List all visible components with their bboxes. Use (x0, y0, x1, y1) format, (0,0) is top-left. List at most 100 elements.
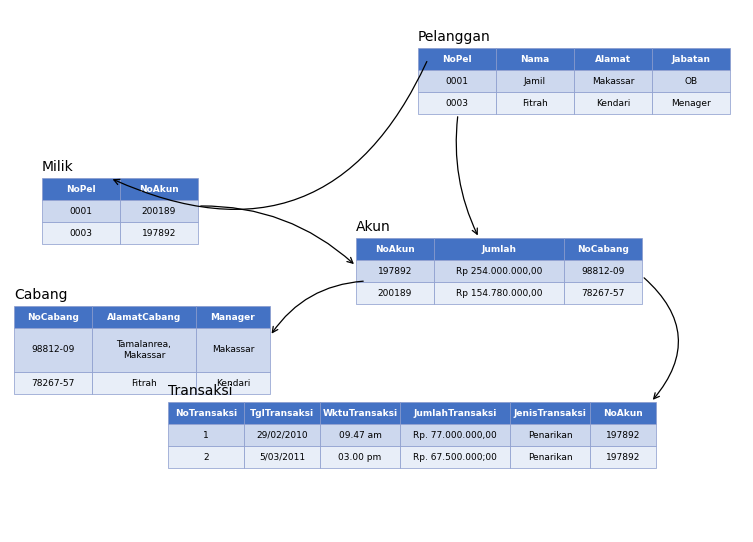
Text: NoAkun: NoAkun (375, 244, 415, 254)
Text: WktuTransaksi: WktuTransaksi (322, 409, 398, 417)
Text: 0003: 0003 (446, 99, 468, 107)
Bar (320, 446, 400, 468)
Bar (400, 402, 510, 424)
Text: Menager: Menager (671, 99, 711, 107)
Text: Milik: Milik (42, 160, 74, 174)
Bar (356, 260, 434, 282)
Bar (42, 178, 120, 200)
Bar (168, 446, 244, 468)
Text: 5/03/2011: 5/03/2011 (259, 453, 305, 461)
Text: 03.00 pm: 03.00 pm (338, 453, 382, 461)
Text: 98812-09: 98812-09 (32, 345, 75, 354)
Bar (92, 372, 196, 394)
Text: Cabang: Cabang (14, 288, 68, 302)
Bar (196, 372, 270, 394)
Text: Makassar: Makassar (212, 345, 255, 354)
Bar (42, 200, 120, 222)
Text: NoTransaksi: NoTransaksi (175, 409, 237, 417)
Text: 0001: 0001 (446, 76, 468, 86)
Text: 09.47 am: 09.47 am (339, 430, 382, 440)
Bar (14, 372, 92, 394)
Text: 197892: 197892 (142, 229, 176, 237)
Bar (400, 424, 510, 446)
Text: Rp 154.780.000,00: Rp 154.780.000,00 (456, 288, 542, 298)
Text: Penarikan: Penarikan (528, 453, 572, 461)
Text: Jumlah: Jumlah (481, 244, 517, 254)
Bar (574, 70, 652, 92)
Text: Kendari: Kendari (596, 99, 630, 107)
Bar (510, 446, 590, 468)
Bar (564, 260, 642, 282)
Text: Transaksi: Transaksi (168, 384, 233, 398)
Bar (574, 92, 652, 114)
Text: JumlahTransaksi: JumlahTransaksi (413, 409, 497, 417)
Bar (168, 402, 244, 424)
Text: 0003: 0003 (69, 229, 93, 237)
Bar (590, 424, 656, 446)
Bar (42, 222, 120, 244)
Text: 200189: 200189 (378, 288, 412, 298)
Text: Rp 254.000.000,00: Rp 254.000.000,00 (456, 267, 542, 275)
Text: 29/02/2010: 29/02/2010 (256, 430, 308, 440)
Bar (510, 424, 590, 446)
Bar (652, 48, 730, 70)
Text: NoCabang: NoCabang (27, 313, 79, 321)
Text: 197892: 197892 (378, 267, 412, 275)
Text: Kendari: Kendari (216, 378, 250, 388)
Bar (14, 328, 92, 372)
Text: Fitrah: Fitrah (131, 378, 157, 388)
Bar (168, 424, 244, 446)
Text: 200189: 200189 (142, 207, 176, 216)
Bar (320, 402, 400, 424)
Bar (434, 260, 564, 282)
Text: 197892: 197892 (606, 430, 640, 440)
Bar (400, 446, 510, 468)
Text: JenisTransaksi: JenisTransaksi (514, 409, 587, 417)
Bar (496, 48, 574, 70)
Text: 197892: 197892 (606, 453, 640, 461)
Bar (590, 402, 656, 424)
Bar (418, 48, 496, 70)
Bar (510, 402, 590, 424)
Bar (564, 238, 642, 260)
Text: 0001: 0001 (69, 207, 93, 216)
Text: Nama: Nama (520, 55, 550, 63)
Text: 98812-09: 98812-09 (581, 267, 625, 275)
Text: OB: OB (684, 76, 697, 86)
Bar (590, 446, 656, 468)
Bar (652, 70, 730, 92)
Bar (652, 92, 730, 114)
Bar (564, 282, 642, 304)
Text: 1: 1 (203, 430, 209, 440)
Bar (356, 282, 434, 304)
Text: Manager: Manager (211, 313, 255, 321)
Bar (434, 238, 564, 260)
Text: Jabatan: Jabatan (672, 55, 711, 63)
Text: AlamatCabang: AlamatCabang (107, 313, 181, 321)
Text: NoAkun: NoAkun (603, 409, 643, 417)
Text: Rp. 67.500.000;00: Rp. 67.500.000;00 (413, 453, 497, 461)
Bar (196, 328, 270, 372)
Text: NoAkun: NoAkun (139, 184, 179, 193)
Bar (496, 70, 574, 92)
Text: Jamil: Jamil (524, 76, 546, 86)
Bar (434, 282, 564, 304)
Bar (418, 70, 496, 92)
Bar (14, 306, 92, 328)
Text: 78267-57: 78267-57 (32, 378, 75, 388)
Bar (418, 92, 496, 114)
Bar (120, 200, 198, 222)
Text: NoPel: NoPel (66, 184, 96, 193)
Text: Alamat: Alamat (595, 55, 631, 63)
Bar (356, 238, 434, 260)
Bar (244, 402, 320, 424)
Text: Pelanggan: Pelanggan (418, 30, 491, 44)
Bar (92, 328, 196, 372)
Bar (244, 424, 320, 446)
Text: NoPel: NoPel (442, 55, 472, 63)
Text: 2: 2 (203, 453, 209, 461)
Text: Makassar: Makassar (592, 76, 634, 86)
Text: Tamalanrea,
Makassar: Tamalanrea, Makassar (117, 340, 172, 360)
Bar (196, 306, 270, 328)
Bar (496, 92, 574, 114)
